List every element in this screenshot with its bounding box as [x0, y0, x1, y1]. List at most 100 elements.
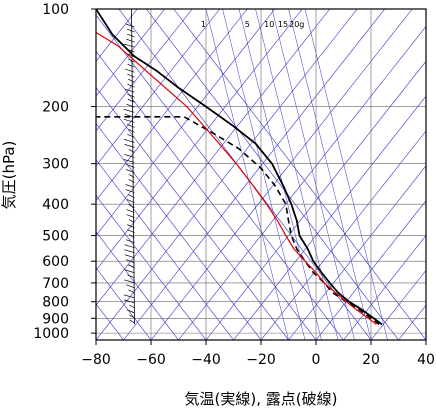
x-tick-label: 40 [417, 352, 435, 368]
steep-guide-line [205, 9, 289, 340]
wind-barb [127, 98, 135, 103]
curved-guide-line [96, 14, 344, 340]
curved-guide-line [173, 9, 426, 340]
guide-line [205, 60, 426, 340]
wind-barb [125, 23, 135, 28]
series-line-solid [96, 9, 383, 326]
curved-guide-line [96, 86, 289, 340]
wind-barb [124, 113, 135, 118]
wind-barb [127, 83, 135, 88]
y-tick-label: 300 [42, 157, 69, 173]
curved-guide-line [96, 303, 124, 340]
y-tick-label: 900 [42, 311, 69, 327]
guide-line [96, 9, 358, 340]
wind-barb [126, 28, 135, 33]
wind-barb [128, 289, 135, 294]
wind-barb [124, 144, 135, 148]
wind-barb [124, 299, 135, 304]
series-line-solid-red [96, 31, 377, 325]
wind-barb [128, 179, 135, 183]
gridlines [96, 9, 426, 340]
wind-barb [126, 199, 135, 203]
wind-barb [127, 309, 135, 314]
wind-barb [126, 214, 135, 218]
wind-barb [128, 149, 135, 153]
wind-barb [128, 129, 135, 133]
wind-barbs [123, 9, 135, 325]
guide-line [233, 95, 426, 340]
steep-guide-line [304, 9, 388, 340]
curved-guide-line [146, 9, 399, 340]
curved-guide-line [96, 122, 262, 340]
wind-barb [127, 229, 135, 233]
wind-barb [125, 164, 135, 168]
guide-line [96, 9, 303, 271]
x-tick-label: −40 [191, 352, 221, 368]
guide-line [96, 9, 193, 132]
wind-barb [124, 249, 135, 254]
wind-barb [127, 33, 135, 38]
wind-barb [127, 93, 135, 98]
wind-barb [124, 154, 135, 158]
wind-barb [129, 304, 135, 309]
guide-line [260, 130, 426, 340]
x-tick-label: 0 [312, 352, 321, 368]
mixing-ratio-label: 15 [278, 20, 288, 29]
x-tick-label: −80 [81, 352, 111, 368]
wind-barb [128, 78, 135, 83]
wind-barb [127, 63, 135, 68]
x-axis: −80 −60 −40 −20 0 20 40 [81, 340, 435, 368]
guide-line [370, 269, 426, 340]
wind-barb [123, 294, 135, 299]
x-tick-label: −20 [246, 352, 276, 368]
guide-line [123, 9, 385, 340]
mixing-ratio-label: 5 [245, 20, 250, 29]
wind-barb [127, 224, 135, 228]
wind-barb [129, 319, 135, 324]
wind-barb [123, 43, 135, 48]
wind-barb [126, 209, 135, 213]
wind-barb [126, 284, 135, 289]
wind-barb [129, 314, 135, 319]
guide-line [343, 234, 426, 340]
wind-barb [125, 88, 135, 93]
wind-barb [125, 169, 135, 173]
wind-barb [125, 239, 135, 244]
steep-guide-line [271, 9, 355, 340]
x-axis-label: 気温(実線), 露点(破線) [185, 390, 338, 408]
curved-guide-line [96, 50, 317, 340]
guide-line [315, 200, 426, 340]
x-tick-label: −60 [136, 352, 166, 368]
wind-barb [124, 244, 135, 249]
wind-barb [124, 269, 135, 274]
wind-barb [126, 38, 135, 43]
guide-line [178, 25, 426, 340]
wind-barb [128, 264, 135, 269]
steep-guide-line [238, 9, 322, 340]
y-tick-label: 500 [42, 229, 69, 245]
wind-barb [123, 118, 135, 123]
wind-barb [123, 159, 135, 163]
wind-barb [127, 194, 135, 198]
wind-barb [128, 58, 135, 63]
mixing-ratio-label: 10 [264, 20, 274, 29]
curved-guide-line [96, 231, 179, 340]
mixing-ratio-label: 1 [201, 20, 206, 29]
wind-barb [123, 108, 135, 113]
wind-barb [125, 184, 135, 188]
wind-barb [128, 219, 135, 223]
wind-barb [126, 103, 135, 108]
wind-barb [123, 279, 135, 284]
series-line-dashed [96, 116, 380, 326]
wind-barb [127, 123, 135, 128]
y-axis-label: 気圧(hPa) [0, 141, 18, 210]
wind-barb [124, 254, 135, 259]
x-tick-label: 20 [362, 352, 380, 368]
mixing-ratio-labels: 1 5 10 15 20g [201, 20, 305, 29]
steep-guide-line [222, 9, 306, 340]
wind-barb [125, 189, 135, 193]
curved-guide-line [96, 195, 207, 340]
wind-barb [128, 234, 135, 238]
sounding-series [96, 9, 383, 326]
